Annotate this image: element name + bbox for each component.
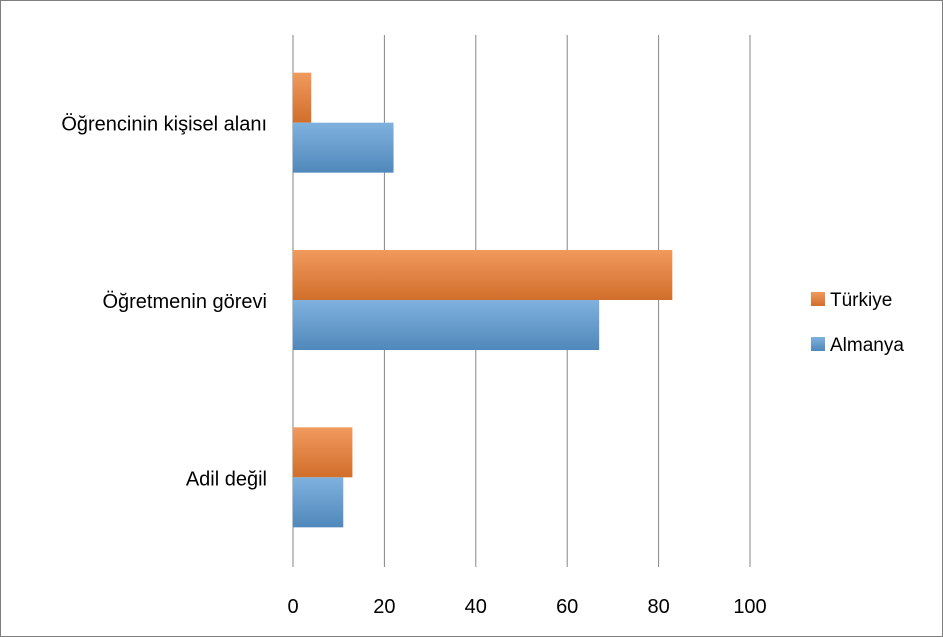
bars xyxy=(293,72,673,528)
bar-turkiye-adil-degil xyxy=(293,427,353,478)
x-tick-label-40: 40 xyxy=(465,596,487,618)
legend-swatch-turkiye xyxy=(811,292,825,306)
category-axis-labels: Öğrencinin kişisel alanı Öğretmenin görev… xyxy=(61,114,267,491)
bar-turkiye-ogretmenin-gorevi xyxy=(293,250,673,300)
legend-label-turkiye: Türkiye xyxy=(830,290,892,311)
category-label-ogretmenin-gorevi: Öğretmenin görevi xyxy=(102,291,267,313)
legend: Türkiye Almanya xyxy=(811,290,904,356)
legend-swatch-almanya xyxy=(811,337,825,351)
bar-turkiye-ogrencinin-kisisel-alani xyxy=(293,72,312,123)
bar-almanya-ogretmenin-gorevi xyxy=(293,300,600,350)
legend-label-almanya: Almanya xyxy=(830,335,904,356)
bar-almanya-ogrencinin-kisisel-alani xyxy=(293,122,394,173)
x-axis-ticks: 0 20 40 60 80 100 xyxy=(287,596,766,618)
category-label-ogrencinin-kisisel-alani: Öğrencinin kişisel alanı xyxy=(61,114,267,136)
x-tick-label-0: 0 xyxy=(287,596,298,618)
x-tick-label-20: 20 xyxy=(373,596,395,618)
x-tick-label-80: 80 xyxy=(647,596,669,618)
bar-almanya-adil-degil xyxy=(293,477,344,528)
x-tick-label-100: 100 xyxy=(733,596,766,618)
category-label-adil-degil: Adil değil xyxy=(186,468,267,490)
x-tick-label-60: 60 xyxy=(556,596,578,618)
